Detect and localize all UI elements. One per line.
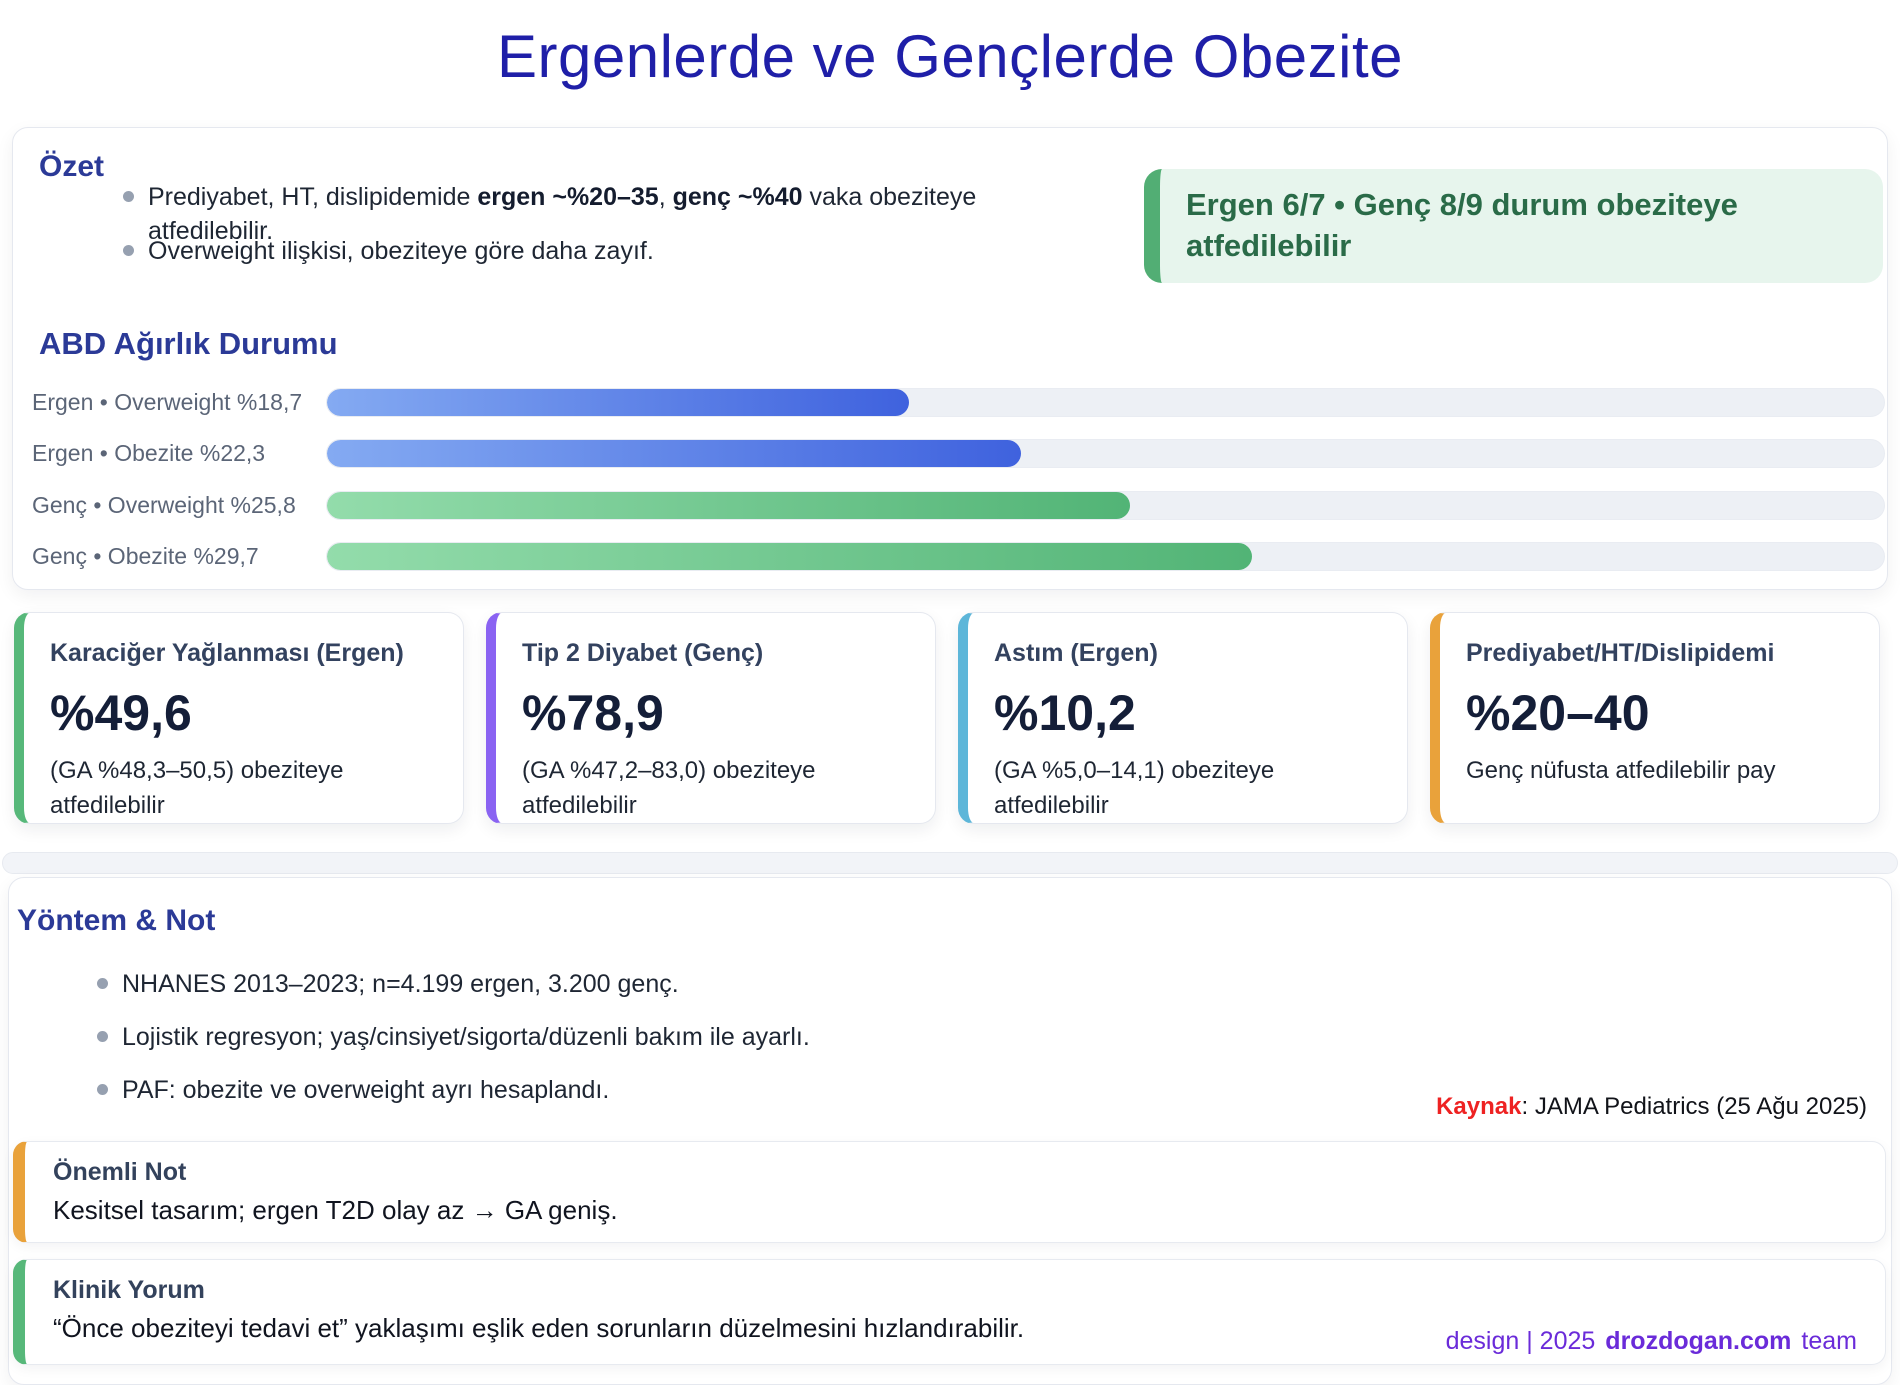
bar-fill xyxy=(327,439,1022,467)
methods-bullet-2: Lojistik regresyon; yaş/cinsiyet/sigorta… xyxy=(97,1021,1197,1055)
stat-card-desc: (GA %5,0–14,1) obeziteye atfedilebilir xyxy=(994,757,1275,819)
summary-bullet-2-text: Overweight ilişkisi, obeziteye göre daha… xyxy=(148,237,654,265)
methods-bullet-2-text: Lojistik regresyon; yaş/cinsiyet/sigorta… xyxy=(122,1023,810,1051)
methods-bullet-3: PAF: obezite ve overweight ayrı hesaplan… xyxy=(97,1074,1197,1108)
stat-card-t2d: Tip 2 Diyabet (Genç) %78,9 (GA %47,2–83,… xyxy=(486,612,936,824)
methods-bullet-3-text: PAF: obezite ve overweight ayrı hesaplan… xyxy=(122,1076,610,1104)
bar-fill xyxy=(327,542,1252,570)
stat-card-title: Prediyabet/HT/Dislipidemi xyxy=(1466,639,1775,667)
bar-track xyxy=(326,490,1885,520)
footer-pre: design | 2025 xyxy=(1445,1327,1596,1355)
stat-card-title: Astım (Ergen) xyxy=(994,639,1158,667)
note-title: Önemli Not xyxy=(53,1158,187,1186)
stat-card-desc: (GA %48,3–50,5) obeziteye atfedilebilir xyxy=(50,757,344,819)
footer-brand-link[interactable]: drozdogan.com xyxy=(1605,1327,1792,1355)
summary-card: Özet Prediyabet, HT, dislipidemide ergen… xyxy=(12,127,1888,590)
source-text: : JAMA Pediatrics (25 Ağu 2025) xyxy=(1521,1093,1867,1120)
bar-label: Genç • Obezite %29,7 xyxy=(32,542,259,569)
bar-row-genc-overweight: Genç • Overweight %25,8 xyxy=(32,490,1885,520)
bar-fill xyxy=(327,491,1131,519)
stat-card-value: %10,2 xyxy=(994,685,1136,741)
important-note-box: Önemli Not Kesitsel tasarım; ergen T2D o… xyxy=(13,1141,1886,1243)
bar-row-ergen-overweight: Ergen • Overweight %18,7 xyxy=(32,387,1885,417)
methods-bullet-1-text: NHANES 2013–2023; n=4.199 ergen, 3.200 g… xyxy=(122,970,679,998)
bullet-1-sep: , xyxy=(658,183,673,211)
stat-card-desc: (GA %47,2–83,0) obeziteye atfedilebilir xyxy=(522,757,816,819)
stat-card-title: Karaciğer Yağlanması (Ergen) xyxy=(50,639,404,667)
section-divider xyxy=(2,852,1898,874)
bar-track xyxy=(326,541,1885,571)
stat-card-value: %49,6 xyxy=(50,685,192,741)
note-title: Klinik Yorum xyxy=(53,1276,205,1304)
bar-label: Ergen • Overweight %18,7 xyxy=(32,388,303,415)
bar-row-ergen-obezite: Ergen • Obezite %22,3 xyxy=(32,438,1885,468)
bar-fill xyxy=(327,388,910,416)
bullet-dot-icon xyxy=(97,1084,108,1095)
note-body: “Önce obeziteyi tedavi et” yaklaşımı eşl… xyxy=(53,1313,1025,1343)
stat-card-desc: Genç nüfusta atfedilebilir pay xyxy=(1466,757,1776,784)
stat-card-prediabetes: Prediyabet/HT/Dislipidemi %20–40 Genç nü… xyxy=(1430,612,1880,824)
stat-card-title: Tip 2 Diyabet (Genç) xyxy=(522,639,764,667)
summary-bullet-2: Overweight ilişkisi, obeziteye göre daha… xyxy=(123,235,1023,269)
footer-credit: design | 2025 drozdogan.com team xyxy=(1446,1327,1857,1356)
stat-card-value: %78,9 xyxy=(522,685,664,741)
bar-track xyxy=(326,438,1885,468)
bullet-1-pre: Prediyabet, HT, dislipidemide xyxy=(148,183,478,211)
footer-post: team xyxy=(1801,1327,1857,1355)
methods-heading: Yöntem & Not xyxy=(17,904,216,937)
bullet-1-post: vaka obeziteye atfedilebilir. xyxy=(148,183,977,245)
bullet-dot-icon xyxy=(123,191,134,202)
bar-row-genc-obezite: Genç • Obezite %29,7 xyxy=(32,541,1885,571)
bar-label: Ergen • Obezite %22,3 xyxy=(32,439,266,466)
key-finding-badge: Ergen 6/7 • Genç 8/9 durum obeziteye atf… xyxy=(1144,169,1883,283)
bar-track xyxy=(326,387,1885,417)
summary-heading: Özet xyxy=(39,150,105,183)
note-body: Kesitsel tasarım; ergen T2D olay az → GA… xyxy=(53,1195,618,1225)
bullet-dot-icon xyxy=(97,1031,108,1042)
bullet-dot-icon xyxy=(97,978,108,989)
chart-title: ABD Ağırlık Durumu xyxy=(39,326,338,361)
bullet-dot-icon xyxy=(123,245,134,256)
source-line: Kaynak: JAMA Pediatrics (25 Ağu 2025) xyxy=(1436,1093,1867,1121)
bar-label: Genç • Overweight %25,8 xyxy=(32,491,296,518)
summary-bullet-1-text: Prediyabet, HT, dislipidemide ergen ~%20… xyxy=(148,181,1023,249)
summary-bullet-1: Prediyabet, HT, dislipidemide ergen ~%20… xyxy=(123,181,1023,249)
bullet-1-bold-genc: genç ~%40 xyxy=(672,183,803,211)
methods-bullet-1: NHANES 2013–2023; n=4.199 ergen, 3.200 g… xyxy=(97,968,1197,1002)
bullet-1-bold-ergen: ergen ~%20–35 xyxy=(477,183,659,211)
source-label: Kaynak xyxy=(1436,1093,1522,1120)
stat-card-liver: Karaciğer Yağlanması (Ergen) %49,6 (GA %… xyxy=(14,612,464,824)
clinical-comment-box: Klinik Yorum “Önce obeziteyi tedavi et” … xyxy=(13,1259,1886,1365)
page-title: Ergenlerde ve Gençlerde Obezite xyxy=(496,23,1403,90)
methods-card: Yöntem & Not NHANES 2013–2023; n=4.199 e… xyxy=(8,877,1892,1385)
stat-card-value: %20–40 xyxy=(1466,685,1650,741)
stat-card-asthma: Astım (Ergen) %10,2 (GA %5,0–14,1) obezi… xyxy=(958,612,1408,824)
